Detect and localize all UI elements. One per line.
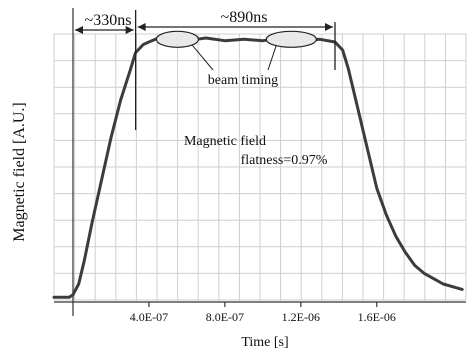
beam-timing-ellipse-1 [155, 30, 200, 48]
beam-timing-leader-1 [192, 44, 214, 71]
flatness-title: Magnetic field [184, 134, 266, 149]
beam-timing-leader-2 [267, 45, 277, 71]
rise-arrow-left [74, 26, 83, 34]
annotation-marks [74, 10, 336, 130]
x-tick-label: 4.0E-07 [130, 310, 168, 324]
rise-arrow-right [125, 26, 134, 34]
beam-timing-label: beam timing [208, 73, 278, 88]
flat-top-label: ~890ns [221, 9, 268, 26]
x-tick-label: 8.0E-07 [206, 310, 244, 324]
flat-arrow-left [137, 23, 146, 31]
y-axis-label: Magnetic field [A.U.] [11, 102, 28, 242]
flatness-value: flatness=0.97% [241, 153, 328, 168]
x-tick-label: 1.6E-06 [358, 310, 396, 324]
beam-timing-ellipse-2 [265, 30, 317, 48]
rise-time-label: ~330ns [85, 12, 132, 29]
plot-series [52, 36, 464, 299]
x-tick-label: 1.2E-06 [282, 310, 320, 324]
plot-grid [53, 33, 467, 301]
plot-axes: 4.0E-07 8.0E-07 1.2E-06 1.6E-06 [54, 8, 466, 324]
flat-arrow-right [324, 23, 333, 31]
magnetic-field-curve [52, 36, 464, 299]
x-axis-label: Time [s] [241, 335, 288, 350]
